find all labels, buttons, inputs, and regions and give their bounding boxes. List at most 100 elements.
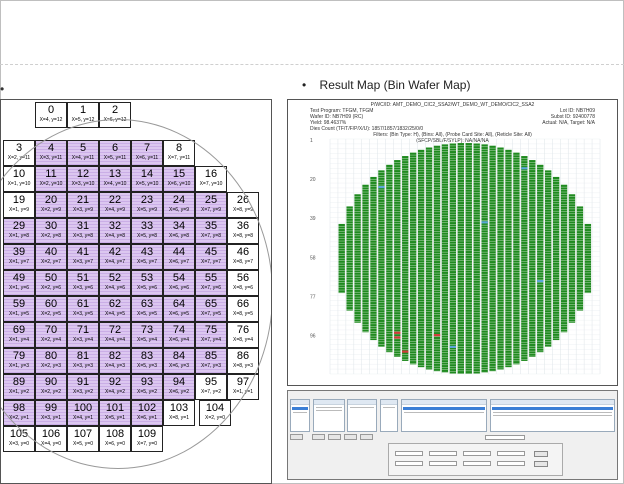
- toolbar-button[interactable]: [290, 434, 303, 440]
- list-pane-5-item[interactable]: [493, 412, 612, 413]
- die-number: 103: [169, 402, 189, 414]
- die-column-pass[interactable]: [338, 223, 345, 294]
- die-column-pass[interactable]: [362, 184, 369, 333]
- die-cell-106: 106 X=4, y=0: [35, 426, 67, 452]
- die-number: 19: [12, 194, 26, 206]
- nav-tree-item[interactable]: [293, 412, 307, 413]
- bin-map-svg[interactable]: 1 20 39 58 77 96: [308, 137, 613, 380]
- die-number: 39: [12, 246, 26, 258]
- form-field[interactable]: [497, 461, 525, 466]
- die-number: 95: [204, 376, 218, 388]
- toolbar-field[interactable]: [485, 435, 525, 440]
- list-pane-5[interactable]: [490, 399, 615, 432]
- die-column-pass[interactable]: [560, 184, 568, 333]
- die-column-pass[interactable]: [552, 176, 560, 341]
- die-column-pass[interactable]: [402, 156, 409, 361]
- die-column-pass[interactable]: [505, 149, 512, 368]
- list-pane-4-item[interactable]: [404, 412, 484, 413]
- die-column-pass[interactable]: [529, 160, 536, 357]
- list-pane-3-item[interactable]: [383, 407, 395, 408]
- toolbar-button[interactable]: [312, 434, 325, 440]
- app-window: [287, 390, 618, 480]
- die-column-pass[interactable]: [417, 149, 425, 368]
- die-cell-61: 61 X=3, y=5: [67, 296, 99, 322]
- die-column-pass[interactable]: [441, 144, 449, 373]
- die-number: 70: [44, 324, 58, 336]
- die-column-pass[interactable]: [481, 144, 488, 373]
- list-pane-4-selected-row[interactable]: [403, 407, 485, 410]
- die-fail-mark[interactable]: [394, 331, 401, 334]
- toolbar-button[interactable]: [328, 434, 341, 440]
- list-pane-2-item[interactable]: [350, 407, 374, 408]
- die-fail-mark[interactable]: [394, 336, 401, 339]
- die-number: 75: [204, 324, 218, 336]
- list-pane-2[interactable]: [347, 399, 377, 432]
- die-coordinate: X=8, y=5: [232, 311, 253, 317]
- y-tick-label: 96: [310, 334, 316, 340]
- die-number: 23: [140, 194, 154, 206]
- die-column-pass[interactable]: [386, 164, 393, 353]
- die-column-pass[interactable]: [410, 152, 417, 365]
- die-fail-mark[interactable]: [433, 334, 441, 337]
- die-coordinate: X=4, y=11: [71, 155, 95, 161]
- die-column-pass[interactable]: [513, 152, 520, 365]
- form-field[interactable]: [497, 451, 525, 456]
- right-bullet: •: [302, 78, 307, 92]
- die-column-pass[interactable]: [457, 143, 464, 374]
- die-fail-mark[interactable]: [378, 186, 385, 189]
- die-coordinate: X=2, y=11: [7, 155, 31, 161]
- die-number: 11: [45, 168, 57, 180]
- list-pane-4[interactable]: [401, 399, 487, 432]
- die-cell-59: 59 X=1, y=5: [3, 296, 35, 322]
- die-column-pass[interactable]: [465, 143, 472, 374]
- die-column-pass[interactable]: [537, 164, 544, 353]
- y-tick-label: 58: [310, 255, 316, 261]
- die-coordinate: X=8, y=4: [232, 337, 253, 343]
- list-pane-1-item[interactable]: [316, 407, 342, 408]
- toolbar-button[interactable]: [344, 434, 357, 440]
- die-fail-mark[interactable]: [521, 167, 528, 170]
- die-column-pass[interactable]: [394, 160, 401, 357]
- form-field[interactable]: [463, 451, 491, 456]
- form-field[interactable]: [395, 461, 423, 466]
- die-column-pass[interactable]: [568, 194, 576, 323]
- die-column-pass[interactable]: [497, 147, 504, 370]
- die-column-pass[interactable]: [584, 223, 592, 294]
- nav-tree-selected-item[interactable]: [292, 407, 308, 410]
- die-column-pass[interactable]: [425, 147, 433, 370]
- die-column-pass[interactable]: [521, 156, 528, 361]
- die-fail-mark[interactable]: [402, 350, 409, 353]
- die-number: 83: [140, 350, 154, 362]
- ok-button[interactable]: [534, 451, 548, 457]
- toolbar-button[interactable]: [360, 434, 373, 440]
- die-number: 64: [172, 298, 186, 310]
- list-pane-1[interactable]: [313, 399, 345, 432]
- die-coordinate: X=6, y=2: [168, 389, 189, 395]
- die-coordinate: X=6, y=10: [167, 181, 191, 187]
- die-column-pass[interactable]: [346, 206, 353, 311]
- list-pane-3[interactable]: [380, 399, 398, 432]
- form-field[interactable]: [429, 451, 457, 456]
- form-field[interactable]: [395, 451, 423, 456]
- die-number: 66: [236, 298, 250, 310]
- die-column-pass[interactable]: [370, 176, 377, 341]
- y-tick-label: 39: [310, 216, 316, 222]
- die-coordinate: X=1, y=3: [8, 363, 29, 369]
- bin-map-plot[interactable]: 1 20 39 58 77 96: [308, 137, 613, 380]
- list-pane-1-item[interactable]: [316, 410, 342, 411]
- form-field[interactable]: [429, 461, 457, 466]
- die-column-pass[interactable]: [576, 206, 584, 311]
- die-fail-mark[interactable]: [537, 280, 544, 283]
- list-pane-5-item[interactable]: [493, 415, 612, 416]
- die-cell-23: 23 X=5, y=9: [131, 192, 163, 218]
- list-pane-5-selected-row[interactable]: [492, 407, 613, 410]
- die-fail-mark[interactable]: [449, 345, 457, 348]
- nav-tree[interactable]: [290, 399, 310, 432]
- cancel-button[interactable]: [534, 461, 548, 467]
- die-cell-101: 101 X=5, y=1: [99, 400, 131, 426]
- die-coordinate: X=7, y=5: [200, 311, 221, 317]
- die-column-pass[interactable]: [354, 194, 361, 323]
- form-field[interactable]: [463, 461, 491, 466]
- die-fail-mark[interactable]: [481, 221, 488, 224]
- die-number: 6: [111, 142, 119, 154]
